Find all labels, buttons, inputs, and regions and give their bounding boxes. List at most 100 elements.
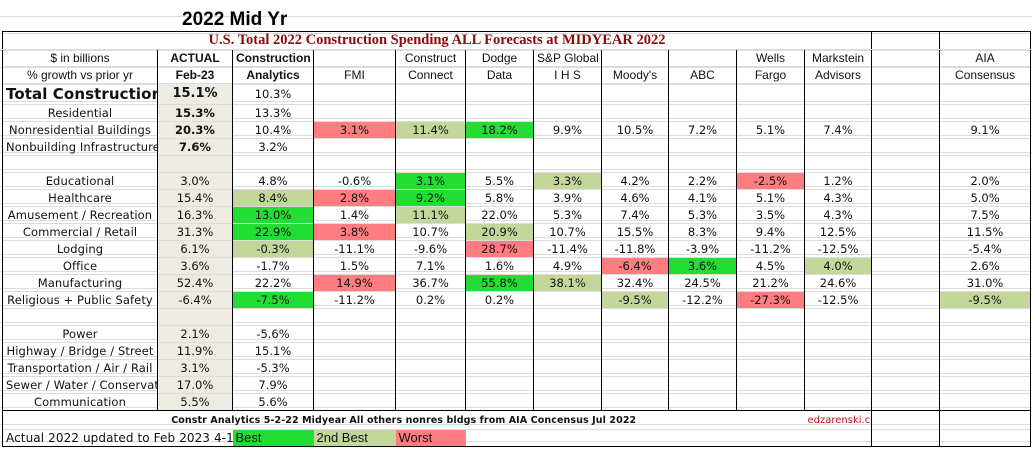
row-label[interactable]: Nonbuilding Infrastructure (2, 138, 158, 156)
cell-actual[interactable]: 17.0% (157, 376, 233, 394)
row-label[interactable]: Healthcare (2, 189, 158, 207)
cell-aia[interactable] (939, 155, 1032, 173)
cell-wells[interactable] (736, 325, 805, 343)
cell-cc[interactable]: 10.7% (395, 223, 466, 241)
cell-markstein[interactable] (803, 325, 872, 343)
cell-actual[interactable]: 15.1% (157, 83, 233, 105)
cell-blank[interactable] (871, 342, 940, 360)
row-label[interactable]: Sewer / Water / Conservatio (2, 376, 158, 394)
row-label[interactable]: Total Construction (2, 83, 158, 105)
cell-actual[interactable]: 2.1% (157, 325, 233, 343)
cell-actual[interactable]: -6.4% (157, 291, 233, 309)
cell-moodys[interactable]: 32.4% (601, 274, 669, 292)
cell-blank[interactable] (871, 359, 940, 377)
cell-aia[interactable] (939, 104, 1032, 122)
cell-blank[interactable] (871, 308, 940, 326)
cell-ca[interactable]: 13.3% (232, 104, 314, 122)
cell-sp[interactable] (533, 325, 602, 343)
cell-fmi[interactable]: 14.9% (313, 274, 396, 292)
cell-markstein[interactable] (803, 342, 872, 360)
cell-cc[interactable]: 0.2% (395, 291, 466, 309)
row-label[interactable]: Transportation / Air / Rail (2, 359, 158, 377)
cell-sp[interactable]: 3.9% (533, 189, 602, 207)
cell-dodge[interactable] (465, 83, 534, 105)
cell-moodys[interactable]: 4.2% (601, 172, 669, 190)
cell-markstein[interactable] (803, 155, 872, 173)
legend-second-best[interactable]: 2nd Best (313, 429, 396, 447)
cell-ca[interactable]: 22.2% (232, 274, 314, 292)
cell-cc[interactable] (395, 138, 466, 156)
column-header-sp[interactable]: I H S (533, 66, 602, 84)
cell-dodge[interactable] (465, 155, 534, 173)
row-label[interactable]: Communication (2, 393, 158, 411)
cell-wells[interactable] (736, 83, 805, 105)
row-label[interactable]: Lodging (2, 240, 158, 258)
cell-ca[interactable] (232, 308, 314, 326)
cell-wells[interactable] (736, 308, 805, 326)
cell-moodys[interactable] (601, 155, 669, 173)
cell-markstein[interactable] (803, 359, 872, 377)
cell-fmi[interactable] (313, 83, 396, 105)
actual-note[interactable]: Actual 2022 updated to Feb 2023 4-1-23 (2, 429, 233, 447)
cell-wells[interactable]: -27.3% (736, 291, 805, 309)
column-header-markstein[interactable]: Markstein (803, 49, 872, 67)
cell-blank[interactable] (871, 83, 940, 105)
cell-cc[interactable] (395, 393, 466, 411)
cell-ca[interactable]: -1.7% (232, 257, 314, 275)
cell-actual[interactable]: 15.3% (157, 104, 233, 122)
cell-wells[interactable]: -2.5% (736, 172, 805, 190)
cell-moodys[interactable]: -9.5% (601, 291, 669, 309)
cell-ca[interactable]: 7.9% (232, 376, 314, 394)
cell-actual[interactable]: 7.6% (157, 138, 233, 156)
cell-aia[interactable]: 2.0% (939, 172, 1032, 190)
column-header-label[interactable]: % growth vs prior yr (2, 66, 158, 84)
column-header-blank[interactable] (871, 49, 940, 67)
cell-aia[interactable]: -5.4% (939, 240, 1032, 258)
row-label[interactable]: Office (2, 257, 158, 275)
cell-blank[interactable] (871, 257, 940, 275)
cell-sp[interactable]: 9.9% (533, 121, 602, 139)
cell-moodys[interactable]: 10.5% (601, 121, 669, 139)
cell-ca[interactable]: 5.6% (232, 393, 314, 411)
cell-abc[interactable]: 7.2% (668, 121, 737, 139)
legend-worst[interactable]: Worst (395, 429, 466, 447)
column-header-aia[interactable]: Consensus (939, 66, 1032, 84)
row-label[interactable]: Manufacturing (2, 274, 158, 292)
footer-blank-cell[interactable] (871, 410, 940, 430)
cell-moodys[interactable] (601, 83, 669, 105)
cell-markstein[interactable]: 4.3% (803, 189, 872, 207)
cell-dodge[interactable]: 5.8% (465, 189, 534, 207)
column-header-actual[interactable]: ACTUAL (157, 49, 233, 67)
cell-abc[interactable]: 5.3% (668, 206, 737, 224)
cell-ca[interactable]: -5.6% (232, 325, 314, 343)
cell-aia[interactable] (939, 359, 1032, 377)
cell-wells[interactable]: 21.2% (736, 274, 805, 292)
cell-blank[interactable] (871, 376, 940, 394)
cell-ca[interactable]: -0.3% (232, 240, 314, 258)
cell-abc[interactable] (668, 325, 737, 343)
cell-aia[interactable]: 31.0% (939, 274, 1032, 292)
cell-aia[interactable] (939, 376, 1032, 394)
cell-blank[interactable] (871, 121, 940, 139)
cell-sp[interactable] (533, 376, 602, 394)
footer-aia-cell[interactable] (939, 429, 1032, 447)
cell-ca[interactable]: 22.9% (232, 223, 314, 241)
cell-fmi[interactable] (313, 376, 396, 394)
cell-sp[interactable] (533, 342, 602, 360)
cell-dodge[interactable]: 5.5% (465, 172, 534, 190)
cell-fmi[interactable] (313, 308, 396, 326)
cell-aia[interactable] (939, 393, 1032, 411)
cell-cc[interactable]: 11.4% (395, 121, 466, 139)
cell-sp[interactable]: -11.4% (533, 240, 602, 258)
cell-markstein[interactable] (803, 104, 872, 122)
cell-fmi[interactable] (313, 155, 396, 173)
cell-wells[interactable]: 5.1% (736, 189, 805, 207)
cell-moodys[interactable] (601, 359, 669, 377)
cell-wells[interactable]: 4.5% (736, 257, 805, 275)
cell-wells[interactable] (736, 393, 805, 411)
cell-aia[interactable]: -9.5% (939, 291, 1032, 309)
cell-actual[interactable]: 15.4% (157, 189, 233, 207)
cell-cc[interactable]: -9.6% (395, 240, 466, 258)
row-label[interactable]: Commercial / Retail (2, 223, 158, 241)
cell-abc[interactable] (668, 393, 737, 411)
